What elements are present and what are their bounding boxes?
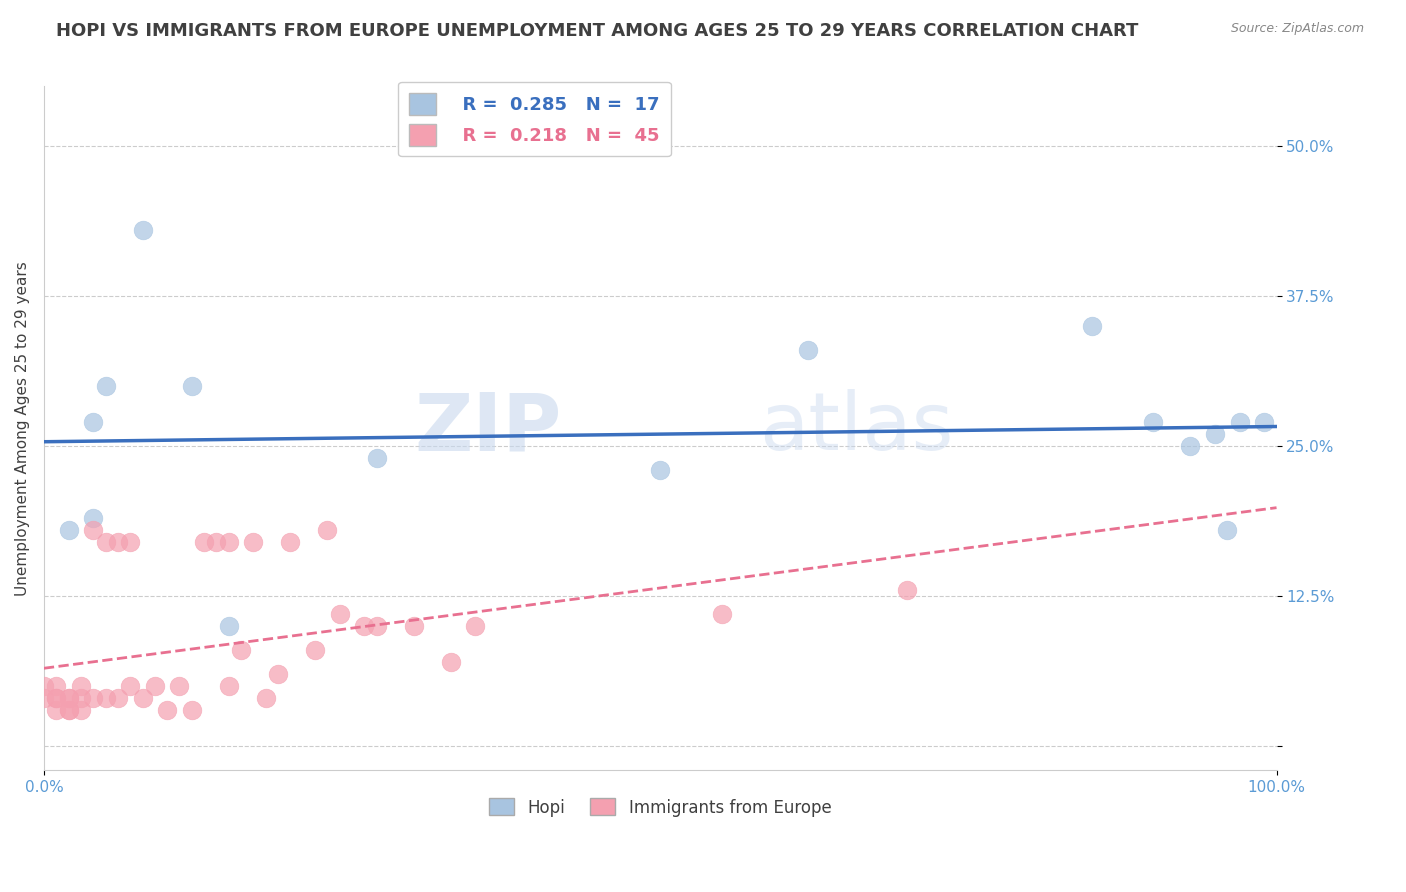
Text: atlas: atlas (759, 389, 953, 467)
Point (280, 535, 302, 549)
Point (1180, 439, 1202, 453)
Point (45, 679, 67, 693)
Point (120, 535, 142, 549)
Point (120, 679, 142, 693)
Point (1229, 415, 1251, 429)
Point (242, 535, 264, 549)
Point (94, 535, 117, 549)
Point (1253, 415, 1275, 429)
Point (70, 703, 93, 717)
Point (193, 535, 215, 549)
Point (1142, 415, 1164, 429)
Point (58, 691, 80, 706)
Point (205, 535, 228, 549)
Point (82, 523, 104, 537)
Point (58, 691, 80, 706)
Point (896, 583, 918, 598)
Legend: Hopi, Immigrants from Europe: Hopi, Immigrants from Europe (482, 792, 838, 823)
Point (131, 223, 153, 237)
Point (82, 691, 104, 706)
Point (710, 607, 733, 621)
Point (32, 679, 55, 693)
Point (45, 691, 67, 706)
Point (156, 703, 179, 717)
Point (464, 619, 486, 633)
Point (94, 379, 117, 393)
Point (218, 535, 240, 549)
Point (180, 379, 202, 393)
Point (107, 535, 129, 549)
Point (58, 523, 80, 537)
Point (45, 691, 67, 706)
Point (229, 643, 252, 657)
Point (180, 703, 202, 717)
Point (169, 679, 191, 693)
Point (353, 619, 375, 633)
Point (366, 451, 388, 466)
Point (304, 643, 326, 657)
Point (440, 655, 463, 669)
Point (58, 703, 80, 717)
Point (316, 523, 339, 537)
Point (107, 691, 129, 706)
Point (131, 691, 153, 706)
Point (58, 703, 80, 717)
Point (254, 691, 277, 706)
Point (70, 679, 93, 693)
Text: ZIP: ZIP (415, 389, 561, 467)
Point (218, 619, 240, 633)
Point (143, 679, 166, 693)
Point (797, 343, 820, 358)
Point (70, 691, 93, 706)
Point (267, 667, 290, 681)
Point (650, 463, 672, 477)
Point (82, 511, 104, 525)
Text: Source: ZipAtlas.com: Source: ZipAtlas.com (1230, 22, 1364, 36)
Point (402, 619, 425, 633)
Point (366, 619, 388, 633)
Point (1204, 427, 1226, 442)
Text: HOPI VS IMMIGRANTS FROM EUROPE UNEMPLOYMENT AMONG AGES 25 TO 29 YEARS CORRELATIO: HOPI VS IMMIGRANTS FROM EUROPE UNEMPLOYM… (56, 22, 1139, 40)
Point (82, 415, 104, 429)
Point (1080, 319, 1102, 334)
Point (1216, 523, 1239, 537)
Point (329, 607, 352, 621)
Y-axis label: Unemployment Among Ages 25 to 29 years: Unemployment Among Ages 25 to 29 years (15, 260, 30, 596)
Point (218, 679, 240, 693)
Point (32, 691, 55, 706)
Point (94, 691, 117, 706)
Point (45, 703, 67, 717)
